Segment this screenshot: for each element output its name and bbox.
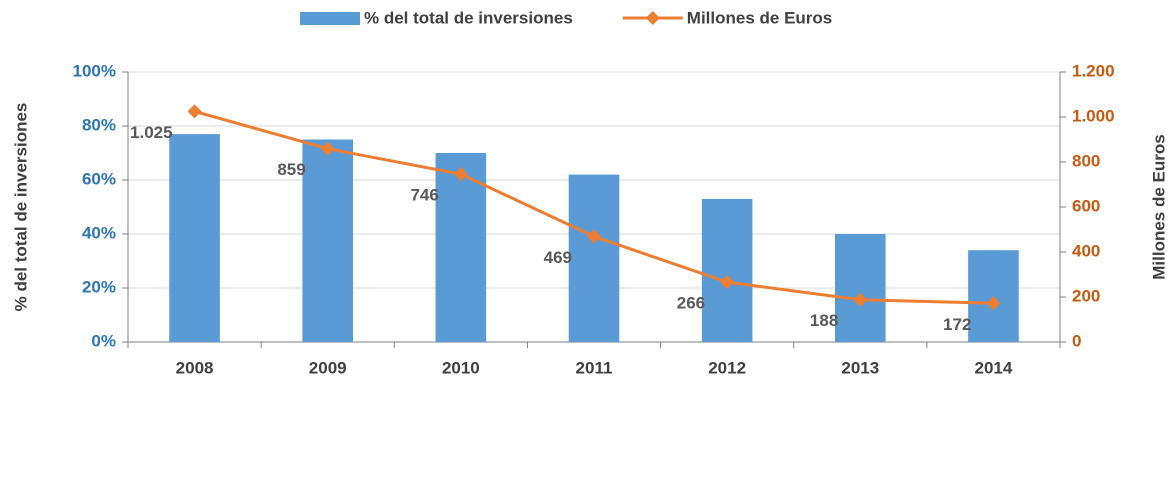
x-tick-label: 2014 bbox=[975, 358, 1013, 377]
data-label: 1.025 bbox=[130, 123, 173, 142]
y2-tick-label: 800 bbox=[1072, 151, 1100, 170]
y2-tick-label: 200 bbox=[1072, 286, 1100, 305]
y-tick-label: 80% bbox=[82, 115, 116, 134]
x-tick-label: 2011 bbox=[576, 358, 613, 377]
x-tick-label: 2009 bbox=[309, 358, 347, 377]
y2-tick-label: 1.200 bbox=[1072, 61, 1115, 80]
marker bbox=[587, 229, 601, 244]
bar bbox=[568, 174, 620, 342]
y-tick-label: 20% bbox=[82, 277, 116, 296]
legend-swatch bbox=[300, 12, 360, 25]
marker bbox=[720, 275, 735, 290]
y-tick-label: 60% bbox=[82, 169, 116, 188]
y2-tick-label: 600 bbox=[1072, 196, 1100, 215]
x-tick-label: 2008 bbox=[176, 358, 214, 377]
data-label: 746 bbox=[410, 186, 438, 205]
bar bbox=[302, 139, 354, 342]
data-label: 469 bbox=[544, 248, 572, 267]
legend-label: Millones de Euros bbox=[687, 8, 832, 27]
bar bbox=[435, 153, 487, 342]
y-tick-label: 100% bbox=[73, 61, 116, 80]
y-axis-label: % del total de inversiones bbox=[11, 103, 30, 312]
marker bbox=[320, 141, 335, 156]
data-label: 188 bbox=[810, 311, 838, 330]
legend-marker bbox=[645, 11, 660, 25]
y-tick-label: 0% bbox=[91, 331, 116, 350]
bar bbox=[834, 234, 886, 342]
legend-label: % del total de inversiones bbox=[364, 8, 573, 27]
marker bbox=[853, 292, 868, 307]
marker bbox=[187, 104, 202, 119]
bar bbox=[701, 198, 753, 342]
x-tick-label: 2010 bbox=[442, 358, 480, 377]
data-label: 266 bbox=[677, 294, 705, 313]
marker bbox=[453, 167, 468, 182]
x-tick-label: 2012 bbox=[708, 358, 746, 377]
x-tick-label: 2013 bbox=[841, 358, 879, 377]
marker bbox=[986, 296, 1001, 311]
bar bbox=[968, 250, 1019, 342]
bar bbox=[169, 134, 220, 342]
y2-axis-label: Millones de Euros bbox=[1149, 134, 1168, 279]
y2-tick-label: 400 bbox=[1072, 241, 1100, 260]
data-label: 859 bbox=[277, 160, 305, 179]
y2-tick-label: 0 bbox=[1072, 331, 1081, 350]
y-tick-label: 40% bbox=[82, 223, 116, 242]
y2-tick-label: 1.000 bbox=[1072, 106, 1115, 125]
data-label: 172 bbox=[943, 315, 971, 334]
